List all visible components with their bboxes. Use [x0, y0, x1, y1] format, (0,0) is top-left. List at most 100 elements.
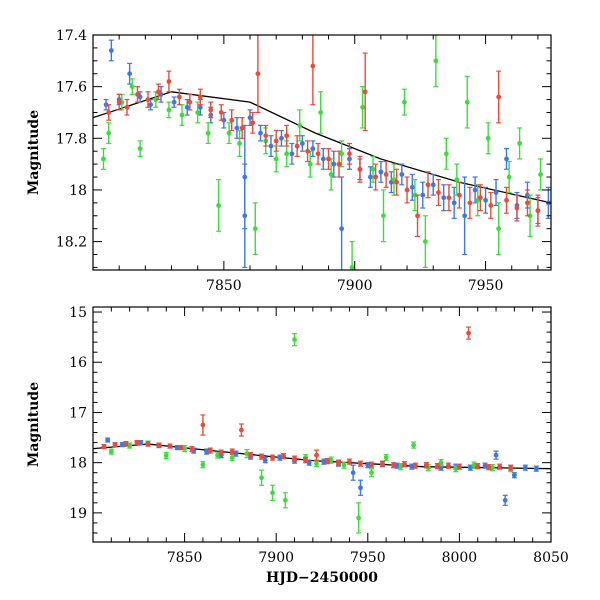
- top-data-point: [422, 239, 428, 244]
- top-data-point: [420, 192, 426, 198]
- top-data-point: [538, 172, 543, 177]
- bottom-data-point: [163, 453, 169, 459]
- top-y-tick-label: 18: [69, 183, 87, 199]
- top-data-point: [242, 213, 248, 219]
- bottom-x-tick-label: 7950: [350, 550, 386, 566]
- top-plot-area: [93, 35, 551, 270]
- top-data-point: [307, 161, 313, 167]
- top-axes-frame: [92, 34, 552, 271]
- top-data-point: [326, 156, 331, 162]
- top-data-point: [485, 135, 491, 141]
- top-data-point: [310, 146, 316, 152]
- bottom-data-point: [533, 466, 539, 472]
- top-data-point: [383, 172, 389, 177]
- top-data-point: [381, 213, 386, 219]
- top-data-point: [360, 104, 365, 110]
- top-data-point: [315, 151, 321, 157]
- bottom-data-point: [229, 455, 235, 461]
- top-data-point: [404, 187, 410, 193]
- top-data-point: [506, 174, 512, 180]
- top-data-point: [496, 94, 502, 100]
- top-data-point: [103, 102, 109, 108]
- top-data-point: [347, 151, 352, 157]
- top-data-point: [294, 143, 300, 149]
- top-data-point: [430, 182, 436, 188]
- top-data-point: [171, 99, 177, 105]
- top-data-point: [483, 197, 488, 203]
- bottom-data-point: [435, 463, 440, 469]
- top-data-point: [504, 156, 509, 162]
- bottom-data-point: [486, 464, 492, 470]
- bottom-plot-area: [93, 326, 551, 534]
- top-data-point: [299, 141, 305, 146]
- top-data-point: [451, 200, 457, 206]
- top-data-point: [195, 110, 201, 115]
- top-data-point: [441, 195, 447, 201]
- top-data-point: [412, 192, 418, 198]
- top-data-point: [472, 187, 478, 193]
- top-data-point: [263, 133, 269, 139]
- bottom-data-point: [138, 440, 144, 445]
- bottom-x-tick-label: 8050: [533, 550, 569, 566]
- bottom-data-point: [292, 337, 297, 343]
- top-data-point: [273, 138, 279, 144]
- bottom-axes-frame: [92, 306, 552, 543]
- top-y-tick-label: 18.2: [56, 235, 87, 251]
- top-y-tick-label: 17.8: [56, 131, 87, 147]
- top-data-point: [462, 213, 468, 219]
- top-data-point: [477, 195, 483, 201]
- bottom-data-point: [341, 462, 347, 468]
- bottom-series-1: [108, 333, 514, 534]
- top-data-point: [331, 161, 337, 167]
- top-data-point: [101, 156, 106, 162]
- top-data-point: [234, 125, 240, 131]
- bottom-data-point: [200, 422, 206, 428]
- top-data-point: [229, 117, 235, 123]
- top-data-point: [320, 156, 326, 162]
- bottom-data-point: [398, 464, 404, 470]
- bottom-data-point: [424, 462, 429, 468]
- bottom-data-point: [303, 457, 308, 463]
- bottom-data-point: [145, 441, 151, 447]
- bottom-data-point: [127, 443, 133, 448]
- bottom-data-point: [238, 427, 244, 433]
- top-data-point: [357, 166, 363, 172]
- bottom-data-point: [365, 462, 371, 468]
- top-data-point: [156, 89, 161, 95]
- bottom-data-point: [336, 460, 341, 466]
- top-data-point: [399, 172, 405, 177]
- bottom-data-point: [270, 455, 275, 461]
- top-data-point: [339, 226, 345, 232]
- top-data-point: [289, 151, 295, 157]
- top-data-point: [124, 104, 130, 110]
- bottom-data-point: [489, 465, 495, 471]
- bottom-data-point: [262, 457, 268, 463]
- top-x-tick-label: 7950: [468, 278, 504, 294]
- top-data-point: [250, 120, 256, 126]
- bottom-data-point: [321, 459, 327, 465]
- top-y-tick-label: 17.6: [56, 80, 87, 96]
- bottom-data-point: [325, 458, 330, 464]
- top-trend-line: [93, 91, 551, 204]
- top-data-point: [370, 166, 376, 172]
- bottom-data-point: [413, 463, 418, 469]
- bottom-y-axis-label: Magnitude: [26, 382, 42, 467]
- top-data-point: [106, 130, 112, 136]
- bottom-data-point: [383, 455, 389, 461]
- top-data-point: [318, 110, 324, 115]
- bottom-data-point: [134, 440, 140, 445]
- top-data-point: [268, 143, 274, 149]
- bottom-data-point: [259, 475, 264, 481]
- top-y-tick-label: 17.4: [56, 28, 87, 44]
- bottom-data-point: [402, 461, 407, 467]
- bottom-data-point: [369, 470, 374, 476]
- bottom-data-point: [502, 497, 508, 503]
- bottom-x-tick-label: 8000: [442, 550, 478, 566]
- top-data-point: [184, 104, 190, 110]
- top-data-point: [409, 184, 415, 190]
- top-data-point: [535, 208, 541, 214]
- bottom-data-point: [350, 470, 356, 476]
- bottom-data-point: [178, 445, 184, 450]
- top-data-point: [349, 265, 355, 270]
